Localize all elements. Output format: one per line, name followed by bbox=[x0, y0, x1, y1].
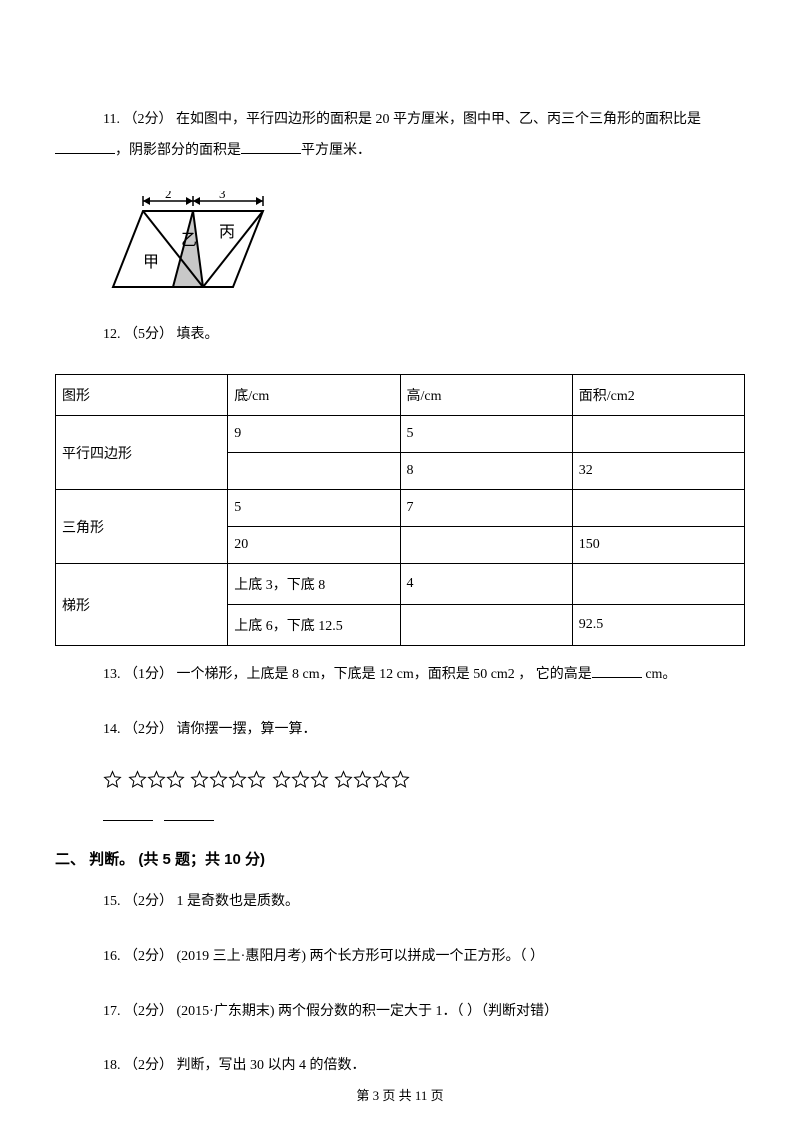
q14-points: （2分） bbox=[124, 722, 173, 737]
q12-num: 12. bbox=[103, 327, 121, 342]
q16-source: (2019 三上·惠阳月考) bbox=[177, 949, 307, 964]
q11-points: （2分） bbox=[123, 112, 172, 127]
star-group bbox=[272, 770, 329, 789]
q16-text: 两个长方形可以拼成一个正方形。（ ） bbox=[310, 949, 545, 964]
q14-blank-1[interactable] bbox=[103, 807, 153, 821]
question-16: 16. （2分） (2019 三上·惠阳月考) 两个长方形可以拼成一个正方形。（… bbox=[55, 942, 745, 973]
q14-blank-2[interactable] bbox=[164, 807, 214, 821]
q15-num: 15. bbox=[103, 894, 121, 909]
q16-points: （2分） bbox=[124, 949, 173, 964]
cell: 4 bbox=[400, 564, 572, 605]
q13-blank[interactable] bbox=[592, 664, 642, 678]
cell: 32 bbox=[572, 453, 744, 490]
q12-table: 图形 底/cm 高/cm 面积/cm2 平行四边形 9 5 8 32 三角形 5… bbox=[55, 374, 745, 646]
cell-blank[interactable] bbox=[400, 527, 572, 564]
cell: 7 bbox=[400, 490, 572, 527]
q13-text-b: cm。 bbox=[642, 667, 677, 682]
th-area: 面积/cm2 bbox=[572, 375, 744, 416]
parallelogram-diagram: 2 3 甲 乙 丙 bbox=[103, 191, 283, 297]
cell: 150 bbox=[572, 527, 744, 564]
cell: 上底 3，下底 8 bbox=[228, 564, 400, 605]
q11-line1: 11. （2分） 在如图中，平行四边形的面积是 20 平方厘米，图中甲、乙、丙三… bbox=[55, 105, 745, 136]
q13-text-a: 一个梯形，上底是 8 cm，下底是 12 cm，面积是 50 cm2 ， 它的高… bbox=[177, 667, 592, 682]
q17-text: 两个假分数的积一定大于 1．（ ）（判断对错） bbox=[278, 1004, 558, 1019]
cell: 8 bbox=[400, 453, 572, 490]
question-14: 14. （2分） 请你摆一摆，算一算． bbox=[55, 715, 745, 746]
cell-blank[interactable] bbox=[572, 490, 744, 527]
q16-num: 16. bbox=[103, 949, 121, 964]
q13-num: 13. bbox=[103, 667, 121, 682]
label-yi: 乙 bbox=[181, 232, 197, 249]
star-group bbox=[334, 770, 410, 789]
cell: 5 bbox=[400, 416, 572, 453]
star-group bbox=[128, 770, 185, 789]
cell: 9 bbox=[228, 416, 400, 453]
th-base: 底/cm bbox=[228, 375, 400, 416]
stars-row bbox=[55, 770, 745, 789]
question-17: 17. （2分） (2015·广东期末) 两个假分数的积一定大于 1．（ ）（判… bbox=[55, 997, 745, 1028]
q14-blanks bbox=[55, 807, 745, 826]
star-group bbox=[190, 770, 266, 789]
section-2-title: 二、 判断。 (共 5 题；共 10 分) bbox=[55, 848, 745, 869]
cell-blank[interactable] bbox=[228, 453, 400, 490]
q11-blank-1[interactable] bbox=[55, 140, 115, 154]
question-13: 13. （1分） 一个梯形，上底是 8 cm，下底是 12 cm，面积是 50 … bbox=[55, 660, 745, 691]
table-row: 图形 底/cm 高/cm 面积/cm2 bbox=[56, 375, 745, 416]
cell: 92.5 bbox=[572, 605, 744, 646]
q18-points: （2分） bbox=[124, 1058, 173, 1073]
q17-num: 17. bbox=[103, 1004, 121, 1019]
th-shape: 图形 bbox=[56, 375, 228, 416]
q14-text: 请你摆一摆，算一算． bbox=[177, 722, 317, 737]
q11-line2: ，阴影部分的面积是 平方厘米． bbox=[55, 136, 745, 167]
star-group bbox=[103, 770, 122, 789]
cell: 上底 6，下底 12.5 bbox=[228, 605, 400, 646]
q17-points: （2分） bbox=[124, 1004, 173, 1019]
question-12: 12. （5分） 填表。 bbox=[55, 320, 745, 351]
table-row: 梯形 上底 3，下底 8 4 bbox=[56, 564, 745, 605]
dim-3: 3 bbox=[219, 191, 226, 201]
question-15: 15. （2分） 1 是奇数也是质数。 bbox=[55, 887, 745, 918]
table-row: 平行四边形 9 5 bbox=[56, 416, 745, 453]
cell: 5 bbox=[228, 490, 400, 527]
q11-text-c: 平方厘米． bbox=[301, 143, 371, 158]
question-18: 18. （2分） 判断，写出 30 以内 4 的倍数． bbox=[55, 1051, 745, 1082]
cell: 梯形 bbox=[56, 564, 228, 646]
cell-blank[interactable] bbox=[400, 605, 572, 646]
q13-points: （1分） bbox=[124, 667, 173, 682]
q11-figure: 2 3 甲 乙 丙 bbox=[103, 191, 745, 302]
cell: 三角形 bbox=[56, 490, 228, 564]
table-row: 三角形 5 7 bbox=[56, 490, 745, 527]
label-jia: 甲 bbox=[143, 254, 159, 271]
cell-blank[interactable] bbox=[572, 564, 744, 605]
cell-blank[interactable] bbox=[572, 416, 744, 453]
cell: 平行四边形 bbox=[56, 416, 228, 490]
q14-num: 14. bbox=[103, 722, 121, 737]
q18-text: 判断，写出 30 以内 4 的倍数． bbox=[177, 1058, 366, 1073]
q11-text-a: 在如图中，平行四边形的面积是 20 平方厘米，图中甲、乙、丙三个三角形的面积比是 bbox=[176, 112, 701, 127]
shaded-triangle bbox=[173, 211, 203, 287]
label-bing: 丙 bbox=[219, 224, 235, 241]
q11-text-b: ，阴影部分的面积是 bbox=[115, 143, 241, 158]
q15-points: （2分） bbox=[124, 894, 173, 909]
q17-source: (2015·广东期末) bbox=[177, 1004, 275, 1019]
q18-num: 18. bbox=[103, 1058, 121, 1073]
th-height: 高/cm bbox=[400, 375, 572, 416]
q11-num: 11. bbox=[103, 112, 120, 127]
q12-points: （5分） bbox=[124, 327, 173, 342]
question-11: 11. （2分） 在如图中，平行四边形的面积是 20 平方厘米，图中甲、乙、丙三… bbox=[55, 105, 745, 167]
cell: 20 bbox=[228, 527, 400, 564]
q15-text: 1 是奇数也是质数。 bbox=[177, 894, 300, 909]
q11-blank-2[interactable] bbox=[241, 140, 301, 154]
q12-text: 填表。 bbox=[177, 327, 219, 342]
page-footer: 第 3 页 共 11 页 bbox=[0, 1085, 800, 1104]
dim-2: 2 bbox=[165, 191, 172, 201]
